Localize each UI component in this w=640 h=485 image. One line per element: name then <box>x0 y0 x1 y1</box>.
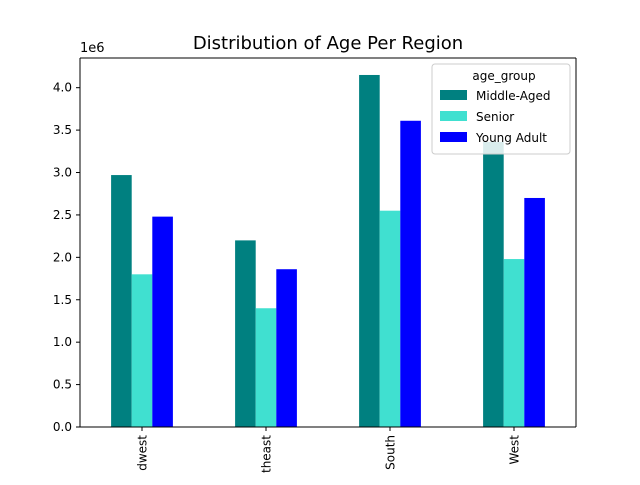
bar-senior-2 <box>255 308 277 427</box>
y-tick-label: 0.5 <box>53 378 72 392</box>
y-tick-label: 2.0 <box>53 250 72 264</box>
legend-swatch-2 <box>440 111 467 121</box>
x-tick-label: dwest <box>136 435 150 471</box>
x-tick-label: South <box>384 435 398 470</box>
y-tick-label: 1.5 <box>53 293 72 307</box>
chart-title: Distribution of Age Per Region <box>193 33 463 54</box>
x-tick-label: theast <box>260 435 274 473</box>
bar-young-adult-3 <box>400 120 421 428</box>
y-axis-offset-label: 1e6 <box>80 41 105 56</box>
bar-young-adult-1 <box>152 216 173 427</box>
bar-middle-aged-2 <box>235 240 256 427</box>
legend: age_group Middle-Aged Senior Young Adult <box>431 63 571 155</box>
y-tick-label: 3.5 <box>53 123 72 137</box>
y-tick-label: 4.0 <box>53 81 72 95</box>
legend-title: age_group <box>472 69 535 83</box>
bar-middle-aged-4 <box>483 141 504 428</box>
bar-middle-aged-3 <box>359 74 380 427</box>
legend-swatch-3 <box>440 132 467 142</box>
bars-layer <box>111 74 545 428</box>
bar-senior-1 <box>131 274 153 427</box>
legend-label: Senior <box>476 110 514 124</box>
y-tick-label: 2.5 <box>53 208 72 222</box>
bar-young-adult-4 <box>524 197 545 427</box>
y-tick-label: 1.0 <box>53 335 72 349</box>
legend-box <box>431 63 571 155</box>
y-tick-label: 3.0 <box>53 166 72 180</box>
bar-young-adult-2 <box>276 269 297 427</box>
legend-label: Young Adult <box>475 131 547 145</box>
y-tick-label: 0.0 <box>53 420 72 434</box>
bar-middle-aged-1 <box>111 175 132 427</box>
bar-senior-3 <box>379 210 401 427</box>
legend-label: Middle-Aged <box>476 89 551 103</box>
bar-senior-4 <box>503 259 525 427</box>
x-tick-label: West <box>508 435 522 465</box>
axes-layer: 0.0 0.5 1.0 1.5 2.0 2.5 3.0 3.5 4.0 dwest theast So… <box>53 57 577 473</box>
legend-swatch-1 <box>440 90 467 100</box>
